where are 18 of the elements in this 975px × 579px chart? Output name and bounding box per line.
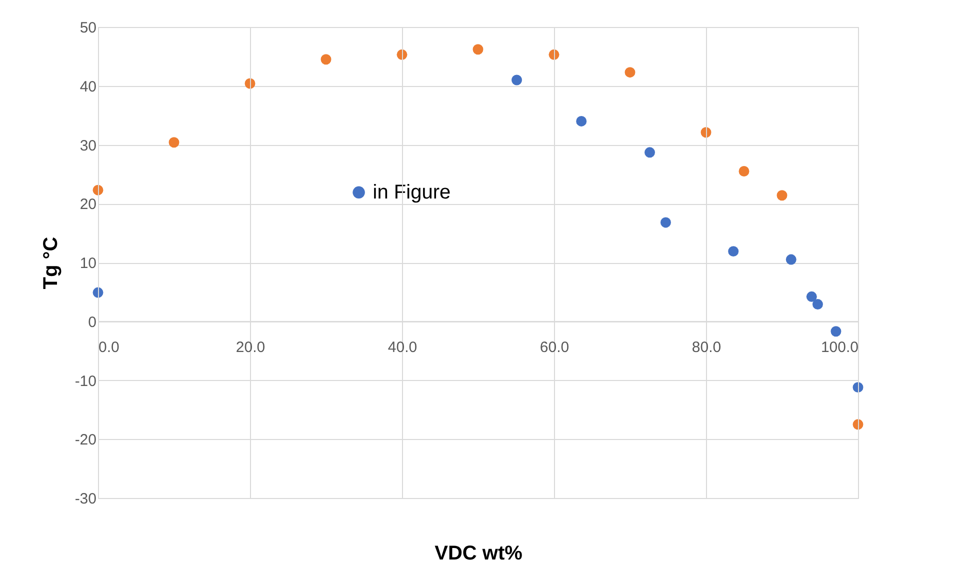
- x-tick-label: 40.0: [388, 338, 418, 356]
- y-tick-label: -10: [74, 372, 96, 390]
- y-tick-label: -20: [74, 432, 96, 449]
- legend-label: in Figure: [372, 181, 451, 204]
- y-tick-label: 30: [80, 137, 96, 154]
- x-tick-label: 20.0: [236, 338, 266, 356]
- x-tick-label: 80.0: [692, 338, 722, 356]
- y-tick-label: 50: [80, 20, 96, 36]
- y-tick-label: 0: [88, 314, 96, 331]
- x-tick-label: 0.0: [98, 338, 120, 356]
- x-axis-title: VDC wt%: [434, 542, 523, 564]
- y-axis-title: Tg °C: [40, 236, 62, 290]
- x-tick-label: 60.0: [540, 338, 570, 356]
- y-tick-label: 20: [80, 196, 96, 214]
- x-tick-label: 100.0: [820, 338, 858, 356]
- y-tick-label: 10: [80, 255, 96, 272]
- y-tick-label: -30: [74, 490, 96, 508]
- y-tick-label: 40: [80, 78, 96, 96]
